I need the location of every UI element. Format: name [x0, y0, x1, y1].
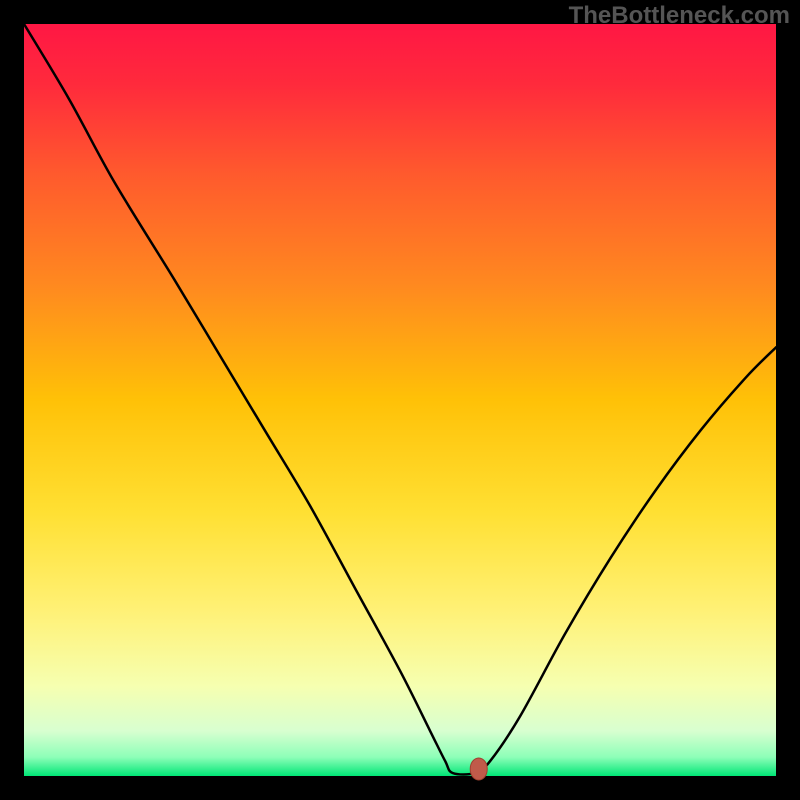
optimal-point-marker — [470, 758, 489, 781]
watermark-text: TheBottleneck.com — [569, 2, 790, 30]
bottleneck-curve — [24, 24, 776, 776]
chart-frame — [24, 24, 776, 776]
